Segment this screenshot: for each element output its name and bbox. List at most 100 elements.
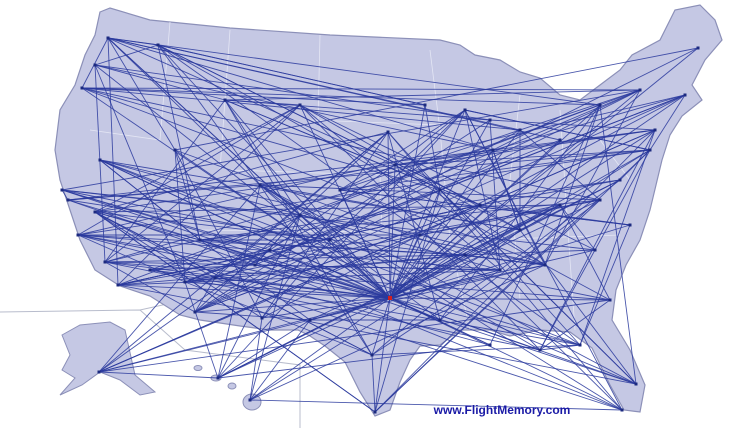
route xyxy=(94,64,391,299)
route xyxy=(259,184,373,356)
route xyxy=(149,269,581,346)
route xyxy=(389,224,631,299)
route xyxy=(249,149,651,401)
route xyxy=(157,44,481,206)
airport xyxy=(93,63,97,67)
route xyxy=(98,299,611,373)
airport xyxy=(93,210,97,214)
route xyxy=(98,184,261,373)
route xyxy=(269,249,441,321)
route xyxy=(94,131,389,213)
route xyxy=(389,89,641,299)
route xyxy=(419,199,601,236)
route xyxy=(371,229,521,356)
route xyxy=(464,109,546,266)
route xyxy=(371,269,501,356)
route xyxy=(489,104,601,346)
route xyxy=(104,261,196,313)
airport xyxy=(628,223,632,227)
route xyxy=(389,234,421,299)
airport xyxy=(598,198,602,202)
route xyxy=(394,149,651,166)
route xyxy=(299,104,521,231)
route xyxy=(81,87,601,201)
route xyxy=(77,234,256,266)
route xyxy=(94,211,263,319)
route xyxy=(184,89,641,283)
route xyxy=(194,204,481,313)
route xyxy=(544,264,611,301)
route xyxy=(259,184,391,299)
route xyxy=(374,189,441,413)
route xyxy=(107,37,261,186)
route xyxy=(559,204,596,251)
airport xyxy=(558,203,562,207)
hub-airport xyxy=(388,296,392,300)
route xyxy=(107,37,119,286)
airport xyxy=(183,280,187,284)
route xyxy=(464,109,501,271)
airport xyxy=(173,148,177,152)
airport xyxy=(338,188,342,192)
airport xyxy=(106,36,110,40)
airport xyxy=(253,263,257,267)
airport xyxy=(386,130,390,134)
airport xyxy=(373,410,377,414)
route xyxy=(339,149,651,191)
route xyxy=(94,204,561,213)
route xyxy=(94,64,494,151)
route xyxy=(99,159,421,236)
airport xyxy=(653,128,657,132)
route xyxy=(439,189,521,231)
airport xyxy=(438,318,442,322)
route xyxy=(104,94,686,263)
route xyxy=(67,149,494,201)
route xyxy=(539,344,581,351)
route xyxy=(98,131,389,373)
airport xyxy=(543,263,547,267)
airport xyxy=(98,158,102,162)
route xyxy=(224,99,481,206)
airport xyxy=(116,283,120,287)
route xyxy=(61,189,391,299)
route xyxy=(67,199,331,241)
route xyxy=(104,261,541,351)
route xyxy=(299,104,596,251)
route xyxy=(104,254,466,263)
airport xyxy=(103,260,107,264)
route xyxy=(77,94,686,236)
route xyxy=(107,37,301,216)
airport xyxy=(198,238,202,242)
airport xyxy=(498,268,502,272)
airport xyxy=(478,203,482,207)
airport xyxy=(97,370,101,374)
airport xyxy=(578,343,582,347)
airport xyxy=(80,86,84,90)
airport xyxy=(593,248,597,252)
route xyxy=(214,277,391,299)
airport xyxy=(76,233,80,237)
airport xyxy=(258,183,262,187)
route xyxy=(217,254,466,379)
airport xyxy=(370,353,374,357)
airports xyxy=(60,36,700,414)
route xyxy=(98,129,656,373)
route xyxy=(374,129,656,413)
route xyxy=(259,184,637,385)
route xyxy=(98,319,311,373)
route xyxy=(184,281,219,379)
route xyxy=(224,99,301,216)
route xyxy=(117,284,391,299)
route xyxy=(194,129,521,313)
route xyxy=(117,199,601,286)
site-url: www.FlightMemory.com xyxy=(433,403,571,417)
route xyxy=(99,159,521,231)
route xyxy=(419,204,561,236)
route xyxy=(104,261,501,271)
airport xyxy=(216,376,220,380)
route xyxy=(464,254,623,411)
route xyxy=(157,44,581,346)
route xyxy=(249,399,623,411)
